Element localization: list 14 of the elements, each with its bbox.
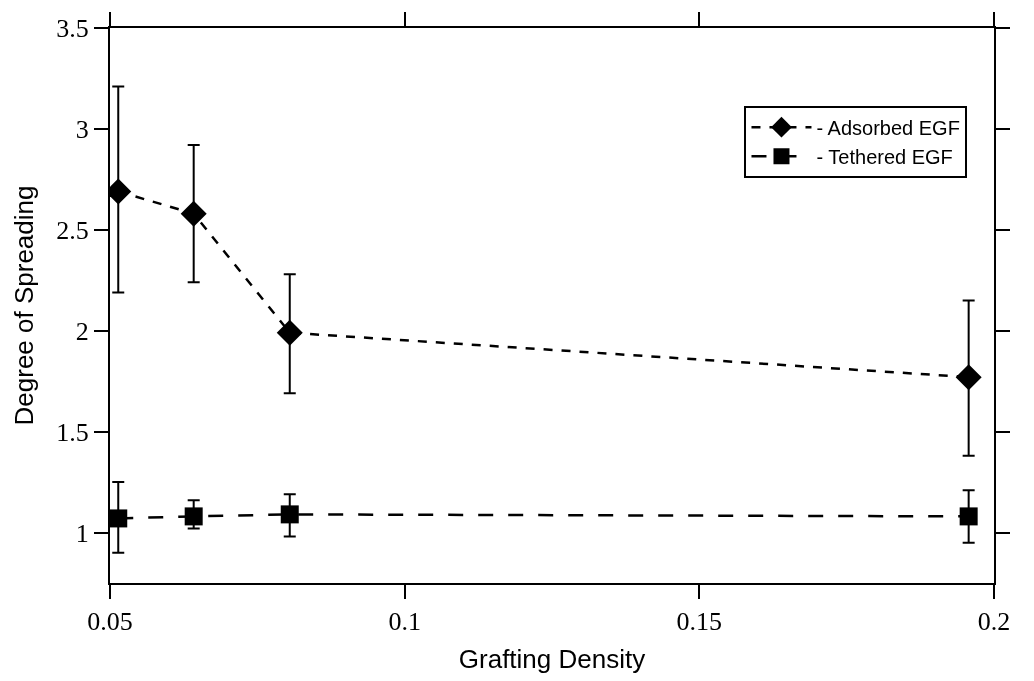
x-tick-label: 0.05: [87, 607, 133, 637]
y-tick-label: 3.5: [56, 14, 89, 44]
legend-label: - Tethered EGF: [816, 146, 953, 168]
x-tick-label: 0.1: [388, 607, 421, 637]
y-tick-label: 2: [75, 316, 89, 346]
legend-label: - Adsorbed EGF: [816, 117, 960, 139]
y-tick-label: 1: [75, 518, 89, 548]
y-tick-label: 3: [75, 115, 89, 145]
y-tick-label: 2.5: [56, 215, 89, 245]
x-axis-title: Grafting Density: [458, 644, 646, 675]
x-tick-label: 0.15: [676, 607, 723, 637]
y-axis-title: Degree of Spreading: [9, 185, 40, 426]
x-tick-label: 0.2: [977, 607, 1011, 637]
y-tick-label: 1.5: [56, 417, 89, 447]
